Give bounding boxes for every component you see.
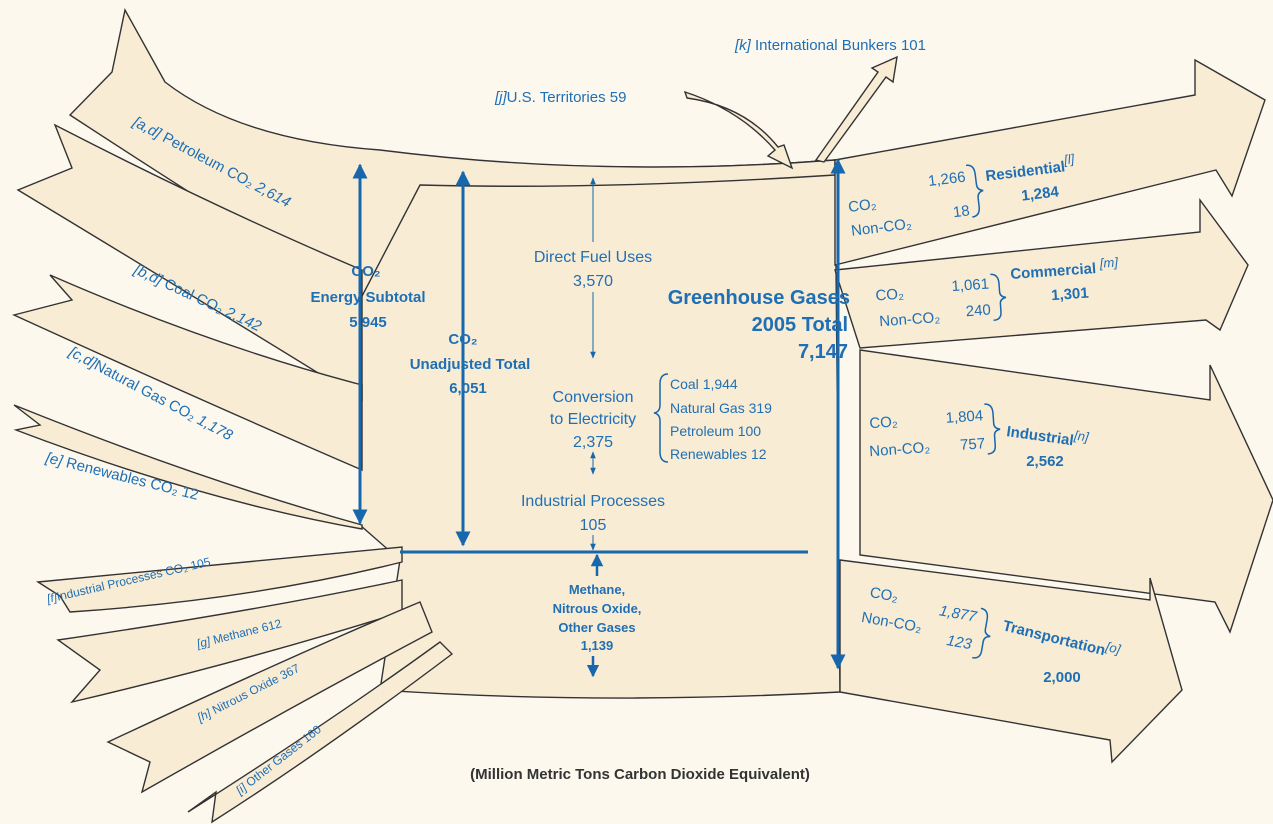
flow-shapes [11, 8, 1273, 824]
residential-arrow [834, 58, 1266, 266]
row-value: 240 [965, 302, 991, 321]
row-label: CO₂ [875, 286, 905, 305]
sector: CO₂ 1,804 Non-CO₂ 757 [869, 407, 986, 460]
commercial-arrow [834, 197, 1249, 349]
other-gases-label: Nitrous Oxide, [553, 601, 642, 616]
flow-lines [352, 158, 846, 678]
note: [n] [1072, 427, 1090, 444]
value: 612 [260, 616, 283, 635]
row-value: 1,877 [938, 602, 979, 625]
name: Commercial [1010, 260, 1097, 283]
ghg-value: 7,147 [798, 341, 848, 363]
row-value: 1,804 [945, 407, 984, 427]
row-label: Non-CO₂ [869, 439, 931, 460]
conversion-label: Conversion [553, 389, 634, 406]
central-labels: CO₂ Energy Subtotal 5,945 CO₂ Unadjusted… [310, 249, 665, 653]
fuel: Coal [670, 376, 699, 392]
territories-label: [j]U.S. Territories 59 [494, 89, 626, 106]
other-gases-label: Methane, [569, 582, 625, 597]
direct-fuel-value: 3,570 [573, 273, 613, 290]
ghg-subtitle: 2005 Total [752, 314, 848, 336]
fuel-row: Coal 1,944 [670, 376, 738, 392]
value: 1,944 [703, 376, 738, 392]
sector-total: 2,562 [1026, 453, 1064, 470]
brace [965, 164, 984, 218]
energy-subtotal-title: CO₂ [351, 263, 380, 280]
unadjusted-value: 6,051 [449, 380, 487, 397]
value: 105 [189, 555, 212, 573]
fuel-row: Renewables 12 [670, 446, 767, 462]
units-note: (Million Metric Tons Carbon Dioxide Equi… [470, 766, 810, 783]
other-gases-label: Other Gases [558, 620, 635, 635]
conversion-label: to Electricity [550, 411, 636, 428]
sector-total: 2,000 [1043, 669, 1081, 686]
energy-subtotal-value: 5,945 [349, 314, 387, 331]
fuel: Petroleum [670, 423, 734, 439]
sector-total: 1,301 [1051, 285, 1090, 305]
nitrous-oxide-arrow [106, 601, 433, 794]
fuel: Natural Gas [670, 400, 745, 416]
direct-fuel-label: Direct Fuel Uses [534, 249, 652, 266]
note: [o] [1103, 639, 1122, 657]
conversion-value: 2,375 [573, 434, 613, 451]
value: 101 [901, 37, 926, 54]
row-value: 757 [960, 435, 986, 454]
row-value: 123 [945, 632, 973, 653]
brace [972, 607, 991, 659]
value: 100 [738, 423, 762, 439]
brace [990, 273, 1007, 322]
industrial-processes-arrow [35, 546, 403, 613]
row-label: CO₂ [847, 196, 877, 216]
note: [g] [194, 634, 212, 651]
fuel: Renewables [670, 446, 747, 462]
row-label: CO₂ [869, 584, 900, 606]
fuel-row: Petroleum 100 [670, 423, 761, 439]
sector-name: Commercial [m] [1010, 254, 1120, 283]
energy-subtotal-subtitle: Energy Subtotal [310, 289, 425, 306]
note: [f] [45, 590, 60, 606]
note: [m] [1098, 254, 1118, 270]
bunkers-label: [k] International Bunkers 101 [734, 37, 926, 54]
row-value: 1,061 [951, 276, 990, 296]
note: [e] [43, 449, 65, 470]
sector-total: 1,284 [1020, 183, 1060, 205]
row-value: 18 [952, 202, 971, 221]
other-gases-value: 1,139 [581, 638, 614, 653]
bunkers-arrow [814, 55, 898, 163]
braces [653, 164, 1007, 659]
value: 1,178 [194, 412, 236, 445]
value: 59 [610, 89, 627, 106]
industrial-arrow [859, 349, 1273, 634]
row-label: CO₂ [869, 413, 899, 432]
row-label: Non-CO₂ [879, 309, 941, 330]
ghg-total: Greenhouse Gases 2005 Total 7,147 [668, 287, 850, 363]
label: U.S. Territories [507, 89, 606, 106]
brace [653, 373, 669, 463]
note: [j] [494, 89, 508, 106]
other-gases-arrow [187, 641, 454, 824]
unadjusted-subtitle: Unadjusted Total [410, 356, 531, 373]
brace [984, 403, 1001, 455]
row-value: 1,266 [927, 169, 966, 190]
industrial-processes-label: Industrial Processes [521, 493, 665, 510]
value: 319 [749, 400, 773, 416]
sector: CO₂ 1,061 Non-CO₂ 240 Commercial [m] 1,3… [875, 254, 1120, 330]
renewables-arrow [13, 404, 363, 530]
unadjusted-title: CO₂ [448, 331, 477, 348]
conversion-breakdown: Coal 1,944 Natural Gas 319 Petroleum 100… [670, 376, 772, 462]
label: International Bunkers [755, 37, 897, 54]
note: [k] [734, 37, 752, 54]
value: 12 [751, 446, 767, 462]
fuel-row: Natural Gas 319 [670, 400, 772, 416]
transportation-arrow [839, 559, 1183, 764]
value: 12 [180, 483, 200, 504]
note: [l] [1062, 151, 1075, 167]
industrial-processes-value: 105 [580, 517, 607, 534]
ghg-title: Greenhouse Gases [668, 287, 850, 309]
territories-arrow [683, 90, 794, 170]
